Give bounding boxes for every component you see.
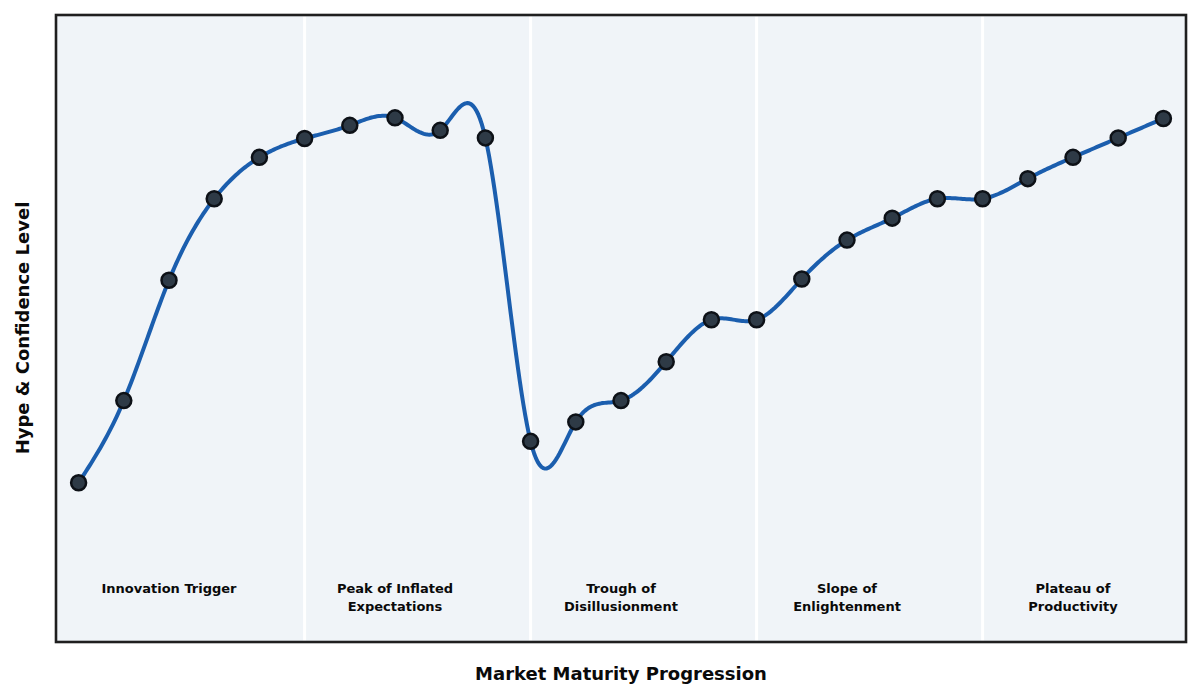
y-axis-label: Hype & Confidence Level <box>12 202 33 455</box>
data-point-7 <box>342 118 357 133</box>
plot-background <box>56 15 1186 642</box>
data-point-13 <box>614 393 629 408</box>
data-point-2 <box>116 393 131 408</box>
data-point-6 <box>297 131 312 146</box>
data-point-5 <box>252 150 267 165</box>
data-point-18 <box>840 233 855 248</box>
data-point-24 <box>1111 130 1126 145</box>
phase-label-slope-of-enlightenment: Slope of Enlightenment <box>727 580 967 616</box>
data-point-16 <box>749 312 764 327</box>
data-point-8 <box>388 110 403 125</box>
data-point-25 <box>1156 111 1171 126</box>
phase-label-plateau-of-productivity: Plateau of Productivity <box>953 580 1193 616</box>
data-point-11 <box>523 434 538 449</box>
phase-label-trough-of-disillusionment: Trough of Disillusionment <box>501 580 741 616</box>
data-point-3 <box>162 273 177 288</box>
data-point-15 <box>704 312 719 327</box>
data-point-4 <box>207 191 222 206</box>
data-point-21 <box>975 191 990 206</box>
hype-cycle-figure: Hype & Confidence Level Market Maturity … <box>0 0 1200 700</box>
data-point-22 <box>1020 171 1035 186</box>
x-axis-label: Market Maturity Progression <box>56 663 1186 684</box>
data-point-10 <box>478 130 493 145</box>
data-point-9 <box>433 123 448 138</box>
data-point-1 <box>71 475 86 490</box>
phase-label-peak-of-inflated-expectations: Peak of Inflated Expectations <box>275 580 515 616</box>
phase-label-innovation-trigger: Innovation Trigger <box>49 580 289 598</box>
data-point-17 <box>794 271 809 286</box>
data-point-23 <box>1066 150 1081 165</box>
data-point-14 <box>659 354 674 369</box>
data-point-12 <box>568 414 583 429</box>
data-point-20 <box>930 191 945 206</box>
data-point-19 <box>885 211 900 226</box>
